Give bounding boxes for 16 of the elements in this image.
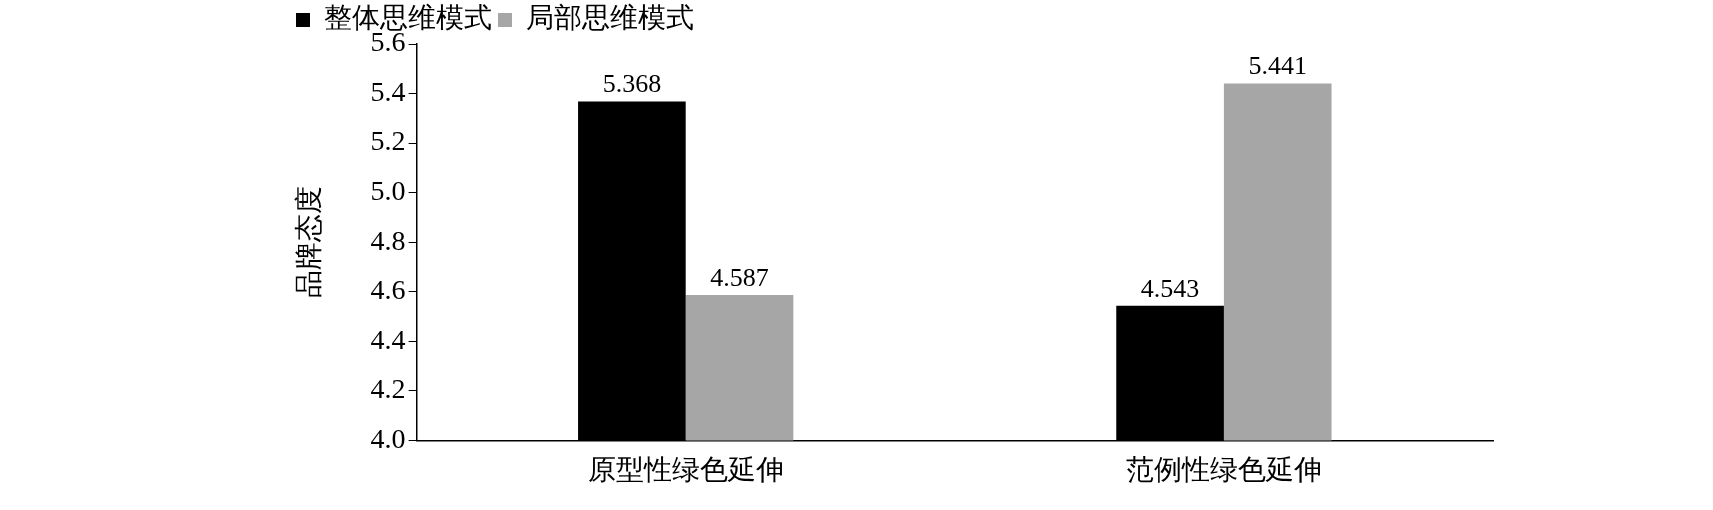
data-label: 4.543: [1140, 273, 1200, 303]
x-tick-label: 原型性绿色延伸: [587, 453, 784, 485]
y-axis-title: 品牌态度: [293, 186, 325, 299]
y-tick-label: 4.4: [370, 323, 406, 355]
x-tick-label: 范例性绿色延伸: [1125, 453, 1322, 485]
y-tick-label: 5.2: [370, 125, 406, 157]
data-label: 5.368: [602, 69, 662, 99]
y-tick-label: 4.8: [370, 224, 406, 256]
legend-label: 局部思维模式: [526, 2, 694, 34]
y-tick-label: 4.0: [370, 422, 406, 454]
y-tick-label: 5.0: [370, 175, 406, 207]
y-tick-label: 5.4: [370, 75, 406, 107]
y-tick-label: 4.2: [370, 373, 406, 405]
data-label: 4.587: [710, 262, 769, 292]
y-tick-label: 4.6: [370, 274, 406, 306]
data-label: 5.441: [1248, 51, 1307, 81]
